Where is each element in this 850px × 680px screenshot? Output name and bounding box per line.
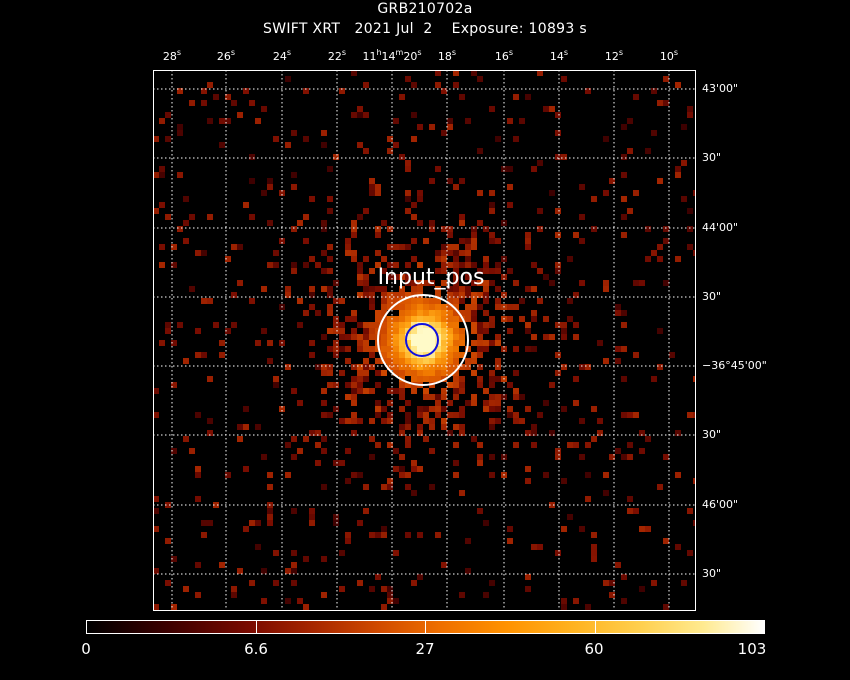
colorbar-label: 60: [584, 640, 604, 658]
colorbar-label: 103: [737, 640, 767, 658]
colorbar-tick: [256, 621, 257, 634]
ra-tick-label: 10s: [659, 48, 679, 63]
ra-tick-label: 14s: [549, 48, 569, 63]
count-pixels: [153, 70, 696, 611]
dec-tick-label: 44'00": [702, 221, 739, 234]
image-title: GRB210702a: [377, 1, 473, 17]
colorbar-label: 27: [415, 640, 435, 658]
region-label: Input_pos: [378, 265, 485, 290]
ra-tick-label: 11h14m20s: [362, 48, 422, 63]
colorbar-label: 0: [81, 640, 91, 658]
xray-image-panel[interactable]: Input_pos: [153, 70, 696, 611]
ra-tick-label: 18s: [437, 48, 457, 63]
colorbar-tick: [425, 621, 426, 634]
colorbar-tick: [595, 621, 596, 634]
dec-tick-label: 43'00": [702, 82, 739, 95]
ra-tick-label: 12s: [604, 48, 624, 63]
inner-region-circle[interactable]: [405, 323, 439, 357]
ra-tick-label: 26s: [216, 48, 236, 63]
ra-tick-label: 24s: [272, 48, 292, 63]
colorbar-label: 6.6: [244, 640, 268, 658]
dec-tick-label: 30": [702, 567, 722, 580]
dec-tick-label: 30": [702, 290, 722, 303]
outer-region-circle[interactable]: [377, 294, 469, 386]
colorbar: [86, 620, 765, 634]
coordinate-grid: [153, 70, 696, 611]
ra-tick-label: 16s: [494, 48, 514, 63]
ra-tick-label: 28s: [162, 48, 182, 63]
dec-tick-label: −36°45'00": [702, 359, 767, 372]
dec-tick-label: 46'00": [702, 498, 739, 511]
image-subtitle: SWIFT XRT 2021 Jul 2 Exposure: 10893 s: [263, 21, 587, 37]
dec-tick-label: 30": [702, 151, 722, 164]
ra-tick-label: 22s: [327, 48, 347, 63]
dec-tick-label: 30": [702, 428, 722, 441]
image-border: [153, 70, 696, 611]
